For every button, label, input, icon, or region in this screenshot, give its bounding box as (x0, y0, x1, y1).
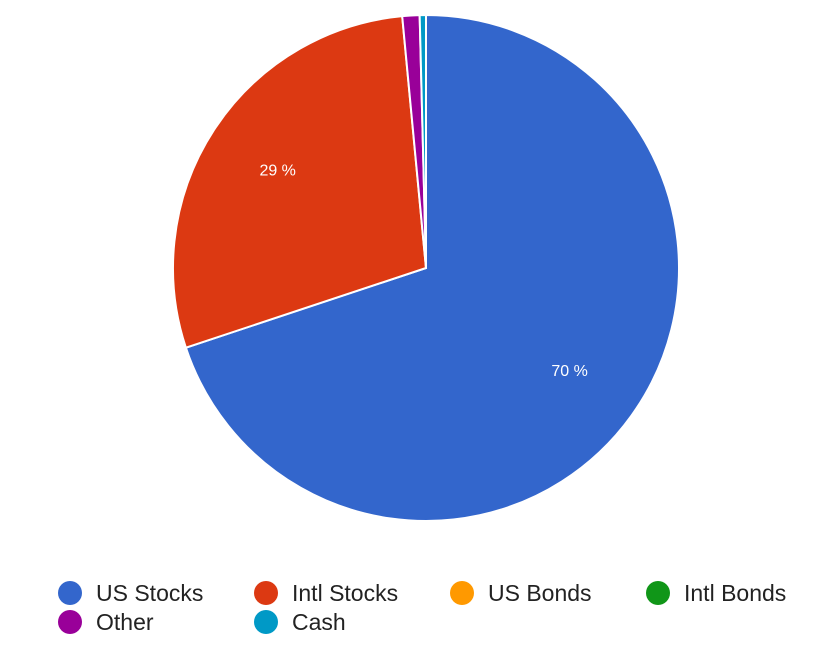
legend-label-us-bonds: US Bonds (488, 580, 592, 606)
legend-label-intl-bonds: Intl Bonds (684, 580, 786, 606)
legend-item-us-stocks[interactable]: US Stocks (58, 580, 203, 606)
legend-item-cash[interactable]: Cash (254, 609, 346, 635)
legend-label-us-stocks: US Stocks (96, 580, 203, 606)
pie-slice-us-stocks[interactable] (184, 13, 680, 522)
pie-slices (172, 13, 680, 522)
legend-item-us-bonds[interactable]: US Bonds (450, 580, 592, 606)
legend-label-other: Other (96, 609, 154, 635)
slice-label-intl-stocks: 29 % (259, 162, 295, 179)
legend-swatch-intl-bonds (646, 581, 670, 605)
legend-label-cash: Cash (292, 609, 346, 635)
legend-label-intl-stocks: Intl Stocks (292, 580, 398, 606)
pie-slice-labels: 70 % 29 % (259, 162, 587, 379)
legend-swatch-cash (254, 610, 278, 634)
legend-item-intl-bonds[interactable]: Intl Bonds (646, 580, 786, 606)
legend-swatch-us-bonds (450, 581, 474, 605)
slice-label-us-stocks: 70 % (551, 363, 587, 380)
legend-swatch-other (58, 610, 82, 634)
pie-slice-cash[interactable] (418, 13, 427, 269)
legend: US Stocks Intl Stocks US Bonds Intl Bonds Ot… (58, 580, 786, 635)
legend-swatch-intl-stocks (254, 581, 278, 605)
legend-item-intl-stocks[interactable]: Intl Stocks (254, 580, 398, 606)
pie-slice-intl-stocks[interactable] (172, 15, 428, 349)
legend-swatch-us-stocks (58, 581, 82, 605)
legend-item-other[interactable]: Other (58, 609, 154, 635)
